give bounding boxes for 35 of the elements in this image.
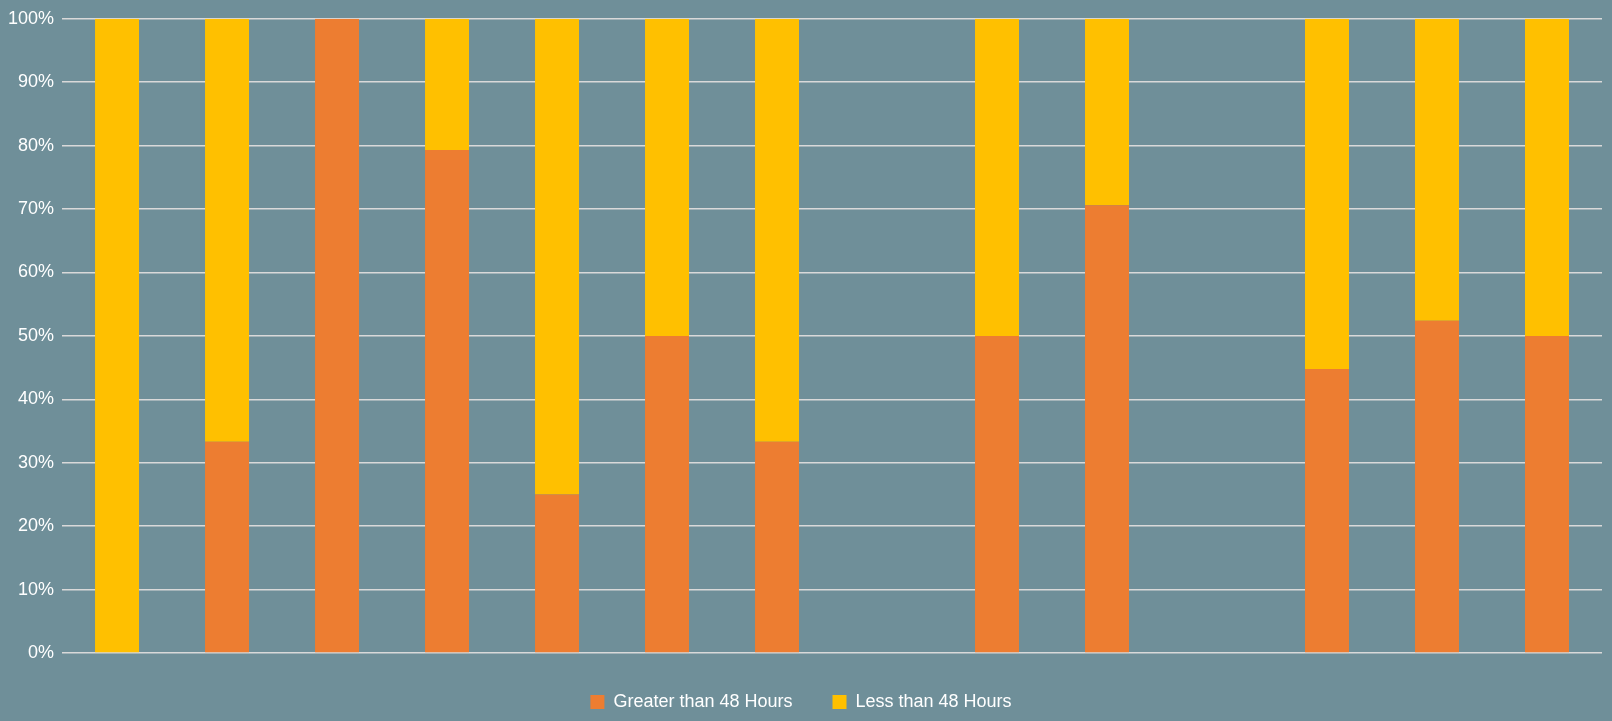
bar <box>535 494 580 653</box>
y-tick-label: 70% <box>18 198 55 219</box>
y-tick-label: 30% <box>18 451 55 472</box>
bar <box>975 335 1020 653</box>
y-tick-label: 60% <box>18 261 55 282</box>
bar <box>425 150 470 653</box>
y-tick-label: 90% <box>18 71 55 92</box>
bar <box>1525 335 1569 653</box>
bar <box>315 18 360 653</box>
bar <box>535 18 580 495</box>
legend-label: Less than 48 Hours <box>855 690 1012 711</box>
bar <box>1085 205 1130 653</box>
y-tick-label: 50% <box>18 324 55 345</box>
bar <box>1085 18 1130 206</box>
bar <box>975 18 1020 336</box>
y-tick-label: 80% <box>18 134 55 155</box>
bar <box>755 18 800 442</box>
bar <box>645 335 690 653</box>
bar <box>425 18 470 151</box>
bar <box>1525 18 1569 336</box>
bar <box>1305 18 1350 369</box>
bar <box>205 441 250 653</box>
y-tick-label: 40% <box>18 388 55 409</box>
y-tick-label: 10% <box>18 578 55 599</box>
bar <box>755 441 800 653</box>
bar <box>1415 18 1459 321</box>
bar <box>1415 320 1459 653</box>
bar <box>95 18 140 653</box>
y-tick-label: 20% <box>18 515 55 536</box>
legend-label: Greater than 48 Hours <box>613 690 793 711</box>
y-tick-label: 0% <box>28 641 55 662</box>
bar <box>205 18 250 442</box>
bar <box>1305 368 1350 653</box>
y-tick-label: 100% <box>7 7 55 28</box>
bar <box>645 18 690 336</box>
